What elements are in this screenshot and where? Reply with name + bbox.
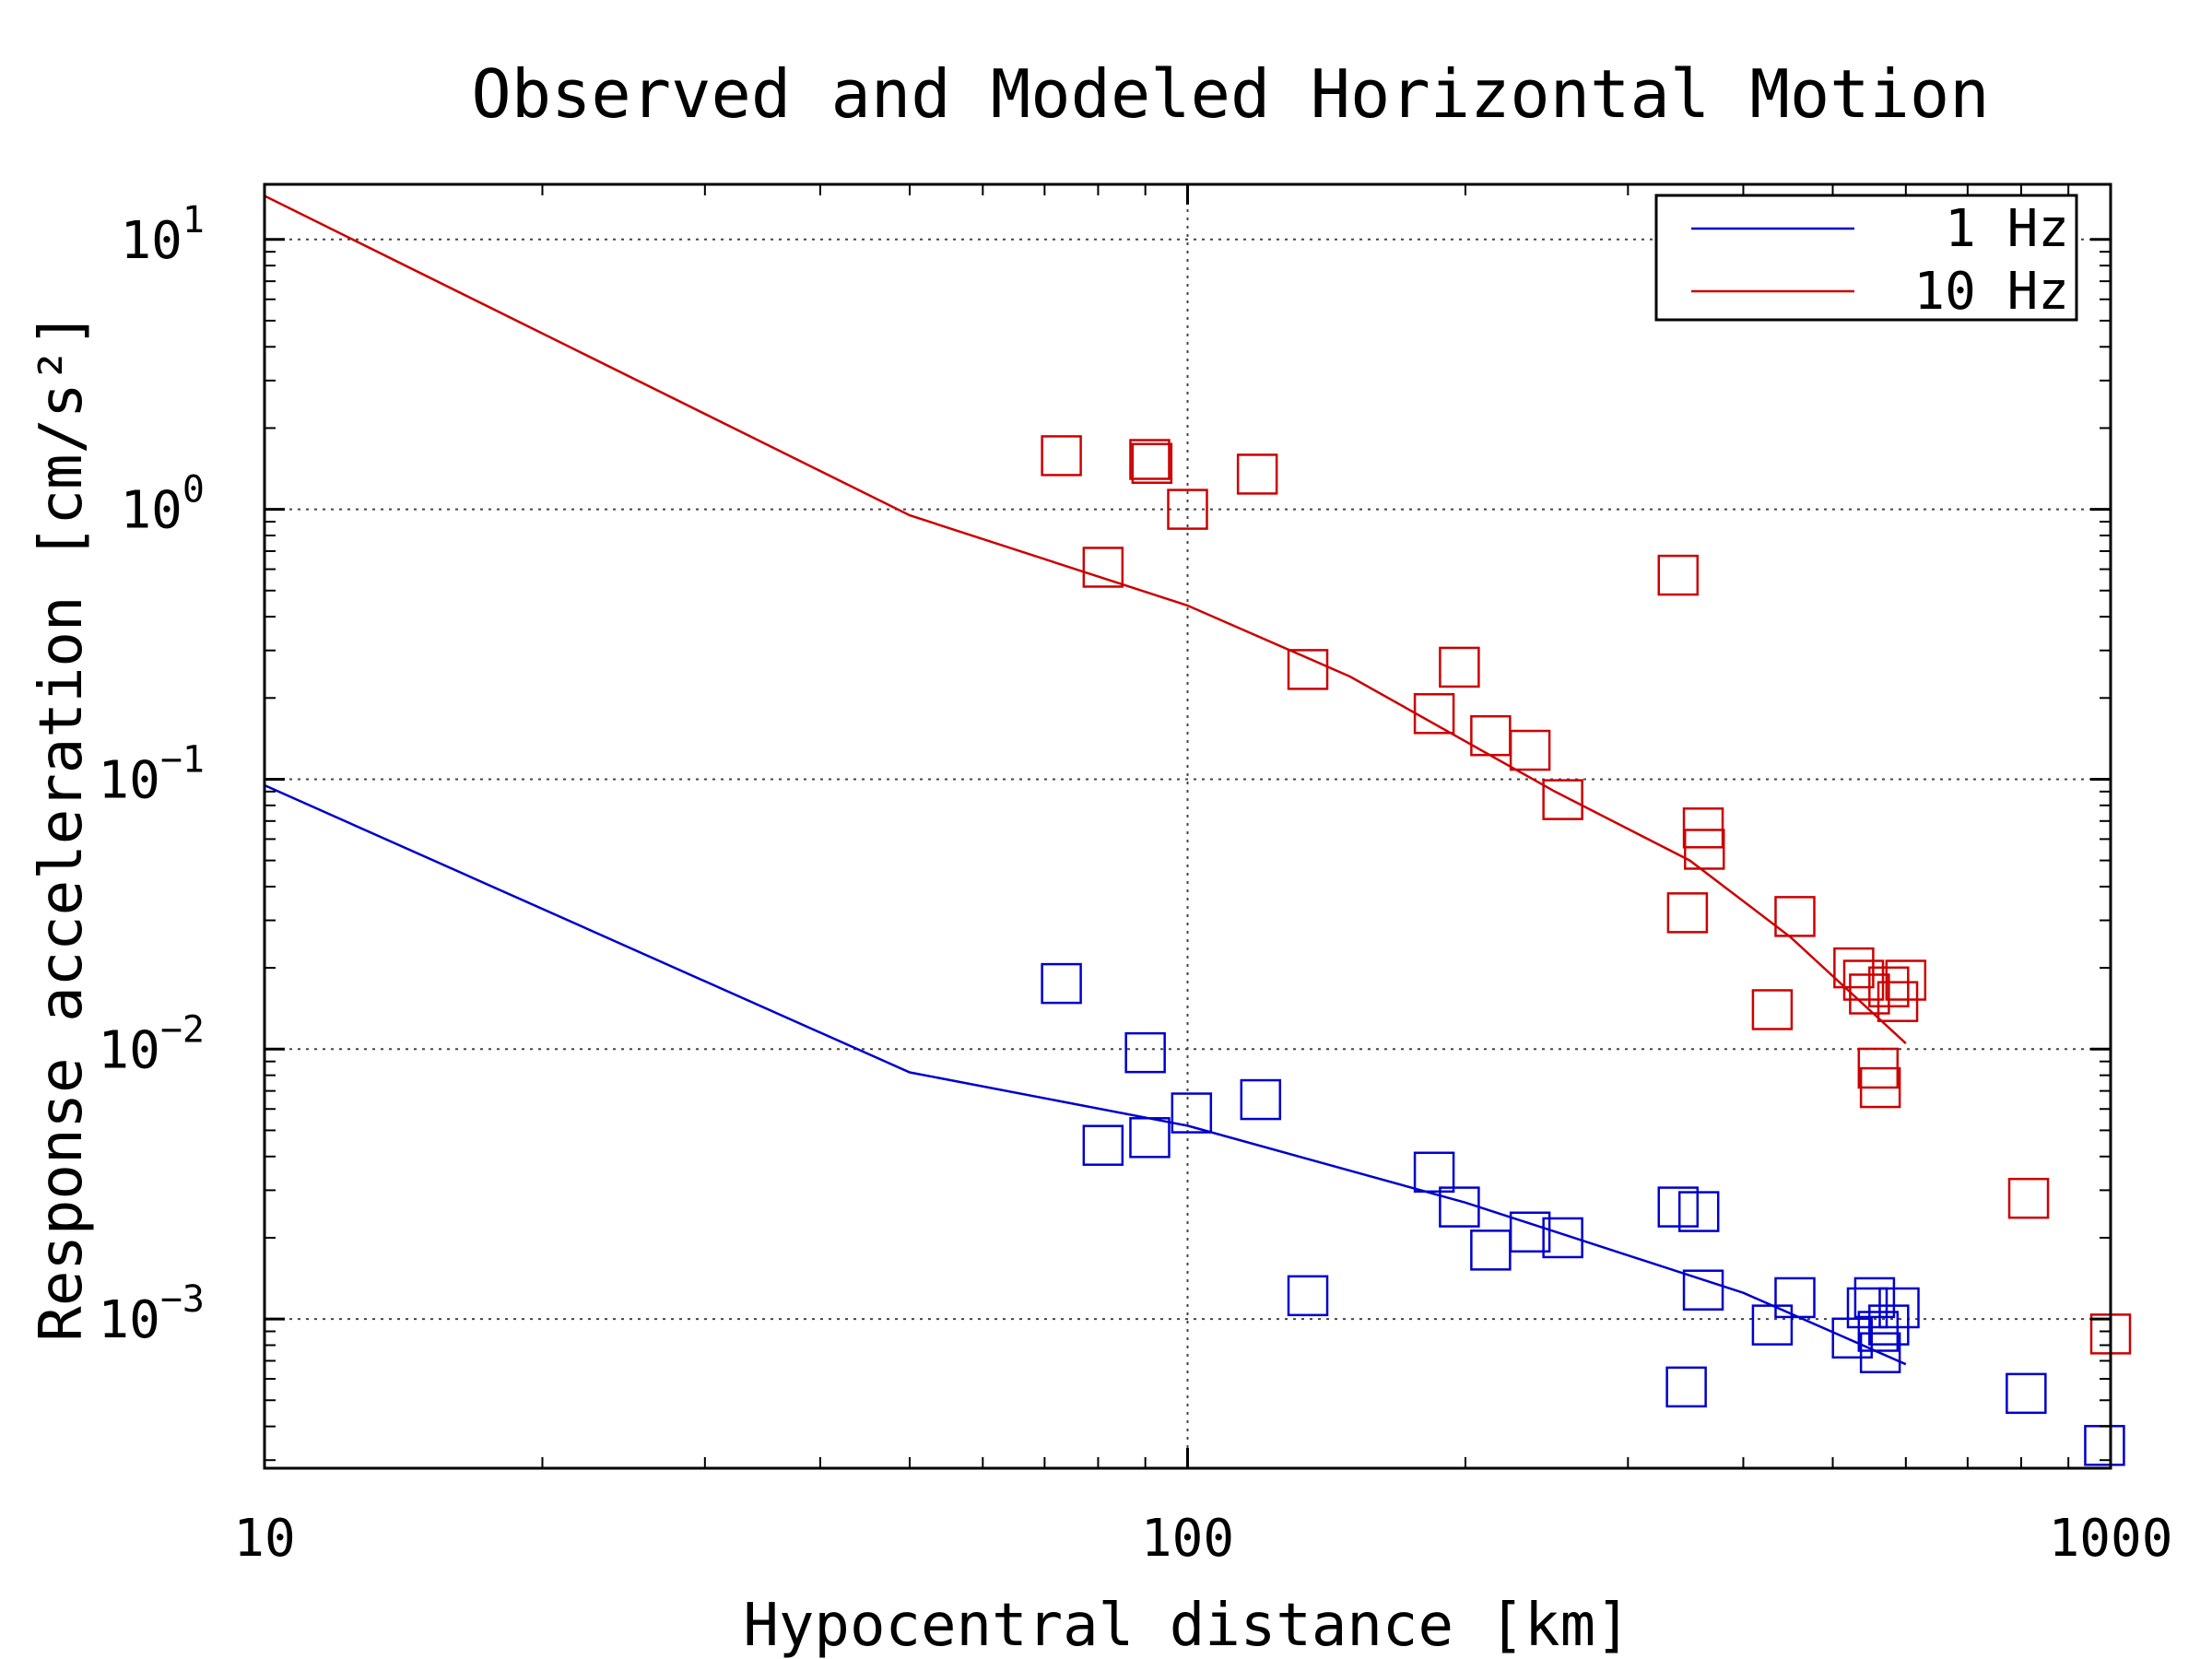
observed-point-10-hz bbox=[1868, 966, 1910, 1008]
observed-point-10-hz bbox=[1877, 981, 1919, 1022]
y-tick-label: 101 bbox=[120, 199, 205, 271]
model-line-10-hz bbox=[265, 194, 1907, 1045]
observed-point-10-hz bbox=[1082, 547, 1124, 588]
observed-point-1-hz bbox=[1859, 1332, 1901, 1373]
observed-point-10-hz bbox=[1657, 554, 1700, 596]
observed-point-1-hz bbox=[1677, 1191, 1720, 1232]
observed-point-1-hz bbox=[2084, 1425, 2125, 1466]
observed-point-10-hz bbox=[1859, 1066, 1901, 1109]
y-tick-exponent: 0 bbox=[182, 469, 205, 512]
observed-point-10-hz bbox=[1236, 453, 1278, 495]
observed-point-1-hz bbox=[1853, 1277, 1896, 1319]
observed-point-1-hz bbox=[1171, 1092, 1213, 1134]
plot-data bbox=[265, 194, 2132, 1466]
observed-point-1-hz bbox=[1240, 1078, 1282, 1121]
observed-point-1-hz bbox=[1041, 962, 1082, 1005]
observed-point-1-hz bbox=[1857, 1311, 1900, 1352]
observed-point-1-hz bbox=[1831, 1317, 1873, 1359]
observed-point-1-hz bbox=[1082, 1124, 1124, 1166]
y-tick-exponent: −3 bbox=[160, 1278, 205, 1321]
legend-box bbox=[1654, 194, 2078, 322]
observed-point-1-hz bbox=[1878, 1287, 1920, 1329]
observed-point-1-hz bbox=[1774, 1277, 1816, 1319]
x-tick-label: 10 bbox=[233, 1509, 295, 1569]
x-axis-label: Hypocentral distance [km] bbox=[743, 1592, 1630, 1659]
y-tick-exponent: −2 bbox=[160, 1008, 205, 1051]
observed-point-1-hz bbox=[1751, 1304, 1794, 1346]
observed-point-10-hz bbox=[1509, 729, 1551, 771]
observed-point-1-hz bbox=[1124, 1031, 1166, 1074]
observed-point-10-hz bbox=[1682, 807, 1724, 849]
y-axis-label: Response acceleration [cm/s²] bbox=[28, 312, 96, 1341]
observed-point-10-hz bbox=[1683, 829, 1725, 870]
observed-point-10-hz bbox=[1167, 488, 1208, 530]
observed-point-1-hz bbox=[1129, 1117, 1171, 1159]
y-tick-label: 10−3 bbox=[98, 1278, 205, 1350]
y-tick-label: 100 bbox=[120, 469, 205, 541]
observed-point-1-hz bbox=[1868, 1304, 1910, 1346]
y-tick-label: 10−1 bbox=[98, 738, 205, 810]
observed-point-1-hz bbox=[1846, 1287, 1888, 1329]
legend-label-10-hz: 10 Hz bbox=[1913, 262, 2069, 322]
chart-title: Observed and Modeled Horizontal Motion bbox=[471, 55, 1989, 133]
observed-point-10-hz bbox=[1751, 989, 1794, 1030]
observed-point-10-hz bbox=[1470, 714, 1512, 757]
observed-point-1-hz bbox=[1439, 1186, 1480, 1228]
observed-point-10-hz bbox=[1413, 693, 1455, 735]
observed-point-1-hz bbox=[1509, 1211, 1551, 1253]
observed-point-1-hz bbox=[1665, 1366, 1707, 1408]
observed-point-10-hz bbox=[1041, 435, 1082, 477]
observed-point-10-hz bbox=[1774, 896, 1816, 937]
observed-point-1-hz bbox=[1542, 1217, 1583, 1259]
observed-point-10-hz bbox=[1439, 646, 1480, 688]
observed-point-1-hz bbox=[1287, 1275, 1329, 1317]
y-tick-exponent: 1 bbox=[182, 199, 205, 241]
observed-point-10-hz bbox=[2007, 1177, 2050, 1219]
observed-point-10-hz bbox=[1833, 947, 1875, 989]
observed-point-10-hz bbox=[1666, 892, 1709, 934]
observed-point-1-hz bbox=[1657, 1186, 1700, 1228]
observed-point-10-hz bbox=[1542, 779, 1583, 820]
observed-point-10-hz bbox=[1885, 959, 1927, 1001]
observed-point-10-hz bbox=[1287, 649, 1329, 690]
x-tick-label: 1000 bbox=[2049, 1509, 2173, 1569]
legend-label-1-hz: 1 Hz bbox=[1945, 199, 2069, 259]
y-tick-exponent: −1 bbox=[160, 738, 205, 781]
observed-point-1-hz bbox=[1413, 1151, 1455, 1194]
x-tick-label: 100 bbox=[1141, 1509, 1234, 1569]
model-line-1-hz bbox=[265, 783, 1907, 1366]
observed-point-1-hz bbox=[1470, 1230, 1512, 1271]
observed-point-10-hz bbox=[1131, 442, 1173, 484]
observed-point-10-hz bbox=[1842, 959, 1885, 1001]
y-tick-label: 10−2 bbox=[98, 1008, 205, 1080]
observed-point-1-hz bbox=[1682, 1269, 1724, 1311]
observed-point-10-hz bbox=[1129, 439, 1171, 480]
grid bbox=[265, 184, 2111, 1468]
observed-point-1-hz bbox=[2006, 1372, 2047, 1415]
